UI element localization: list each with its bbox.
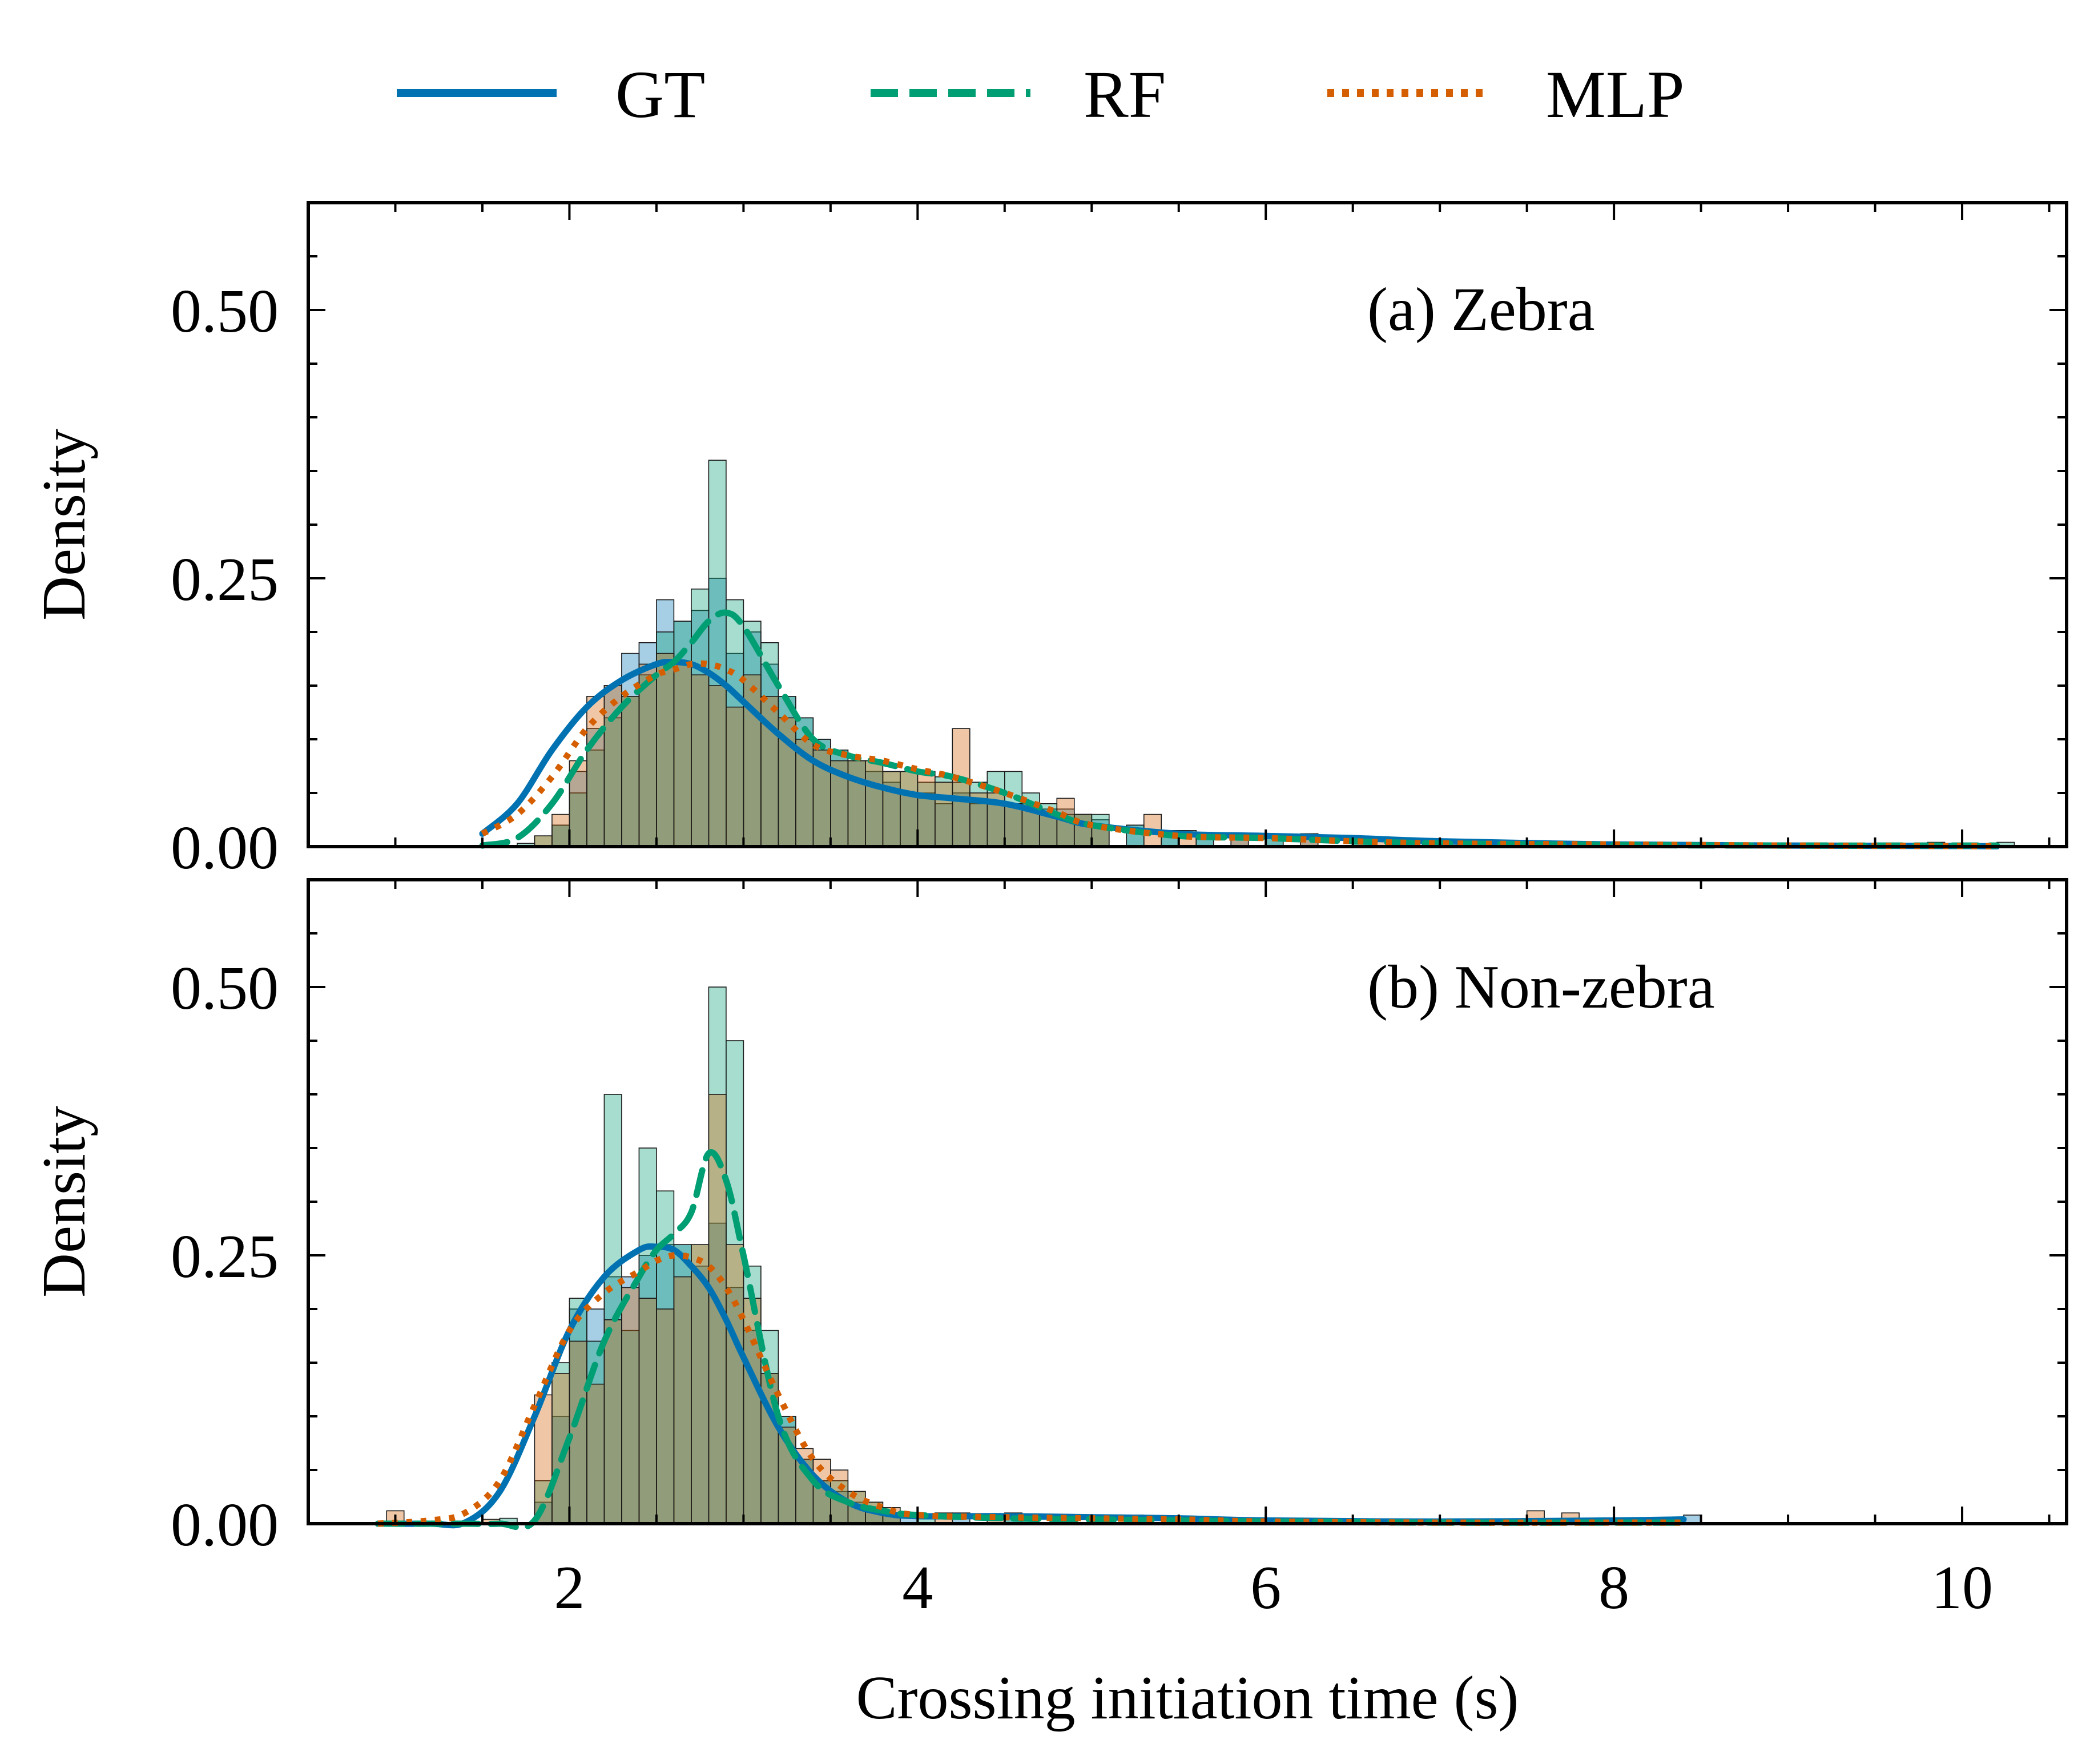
hist-bar-mlp-non-zebra-4	[569, 1340, 587, 1524]
hist-bar-rf-zebra-20	[865, 760, 884, 847]
y-tick-label-zebra: 0.25	[171, 546, 279, 614]
hist-bar-mlp-non-zebra-10	[673, 1276, 692, 1524]
histogram-bars-non-zebra	[386, 986, 1702, 1524]
hist-bar-mlp-non-zebra-9	[656, 1308, 675, 1524]
hist-bar-rf-zebra-2	[551, 824, 570, 847]
axis-ticks-zebra	[308, 202, 2067, 848]
hist-bar-mlp-zebra-11	[726, 706, 744, 847]
hist-bar-mlp-non-zebra-5	[586, 1383, 605, 1524]
legend: GT RF MLP	[397, 57, 1685, 132]
y-tick-label-zebra: 0.00	[171, 814, 279, 882]
hist-bar-mlp-zebra-24	[952, 728, 971, 847]
hist-bar-rf-zebra-5	[603, 717, 622, 847]
hist-bar-gt-zebra-8	[691, 610, 710, 847]
hist-bar-rf-zebra-21	[882, 771, 901, 847]
hist-bar-mlp-zebra-8	[673, 663, 692, 847]
hist-bar-mlp-non-zebra-11	[691, 1244, 710, 1524]
hist-bar-mlp-zebra-23	[935, 782, 953, 847]
hist-bar-rf-non-zebra-11	[708, 986, 727, 1524]
hist-bar-mlp-zebra-18	[847, 760, 866, 847]
hist-bar-rf-non-zebra-10	[691, 1244, 710, 1524]
panel-zebra: (a) Zebra Density 0.00 0.25 0.50	[30, 201, 2068, 882]
y-tick-label-non-zebra: 0.25	[171, 1223, 279, 1291]
axes-frame-zebra	[307, 201, 2068, 848]
hist-bar-rf-zebra-12	[726, 599, 744, 847]
x-tick-label: 4	[902, 1554, 933, 1622]
hist-bar-mlp-zebra-1	[551, 813, 570, 847]
x-tick-label: 6	[1250, 1554, 1281, 1622]
hist-bar-mlp-non-zebra-7	[621, 1287, 640, 1524]
kde-curves-zebra	[479, 609, 2000, 849]
y-tick-label-non-zebra: 0.00	[171, 1491, 279, 1559]
hist-bar-rf-zebra-11	[708, 460, 727, 847]
x-axis-label: Crossing initiation time (s)	[856, 1664, 1519, 1732]
hist-bar-gt-zebra-16	[830, 750, 849, 847]
x-tick-labels: 2 4 6 8 10	[554, 1554, 1993, 1622]
hist-bar-mlp-non-zebra-6	[603, 1319, 622, 1524]
hist-bar-rf-zebra-7	[638, 674, 657, 847]
hist-bar-gt-non-zebra-8	[673, 1244, 692, 1524]
hist-bar-mlp-zebra-6	[638, 663, 657, 847]
hist-bar-mlp-zebra-20	[882, 771, 901, 847]
x-tick-label: 2	[554, 1554, 585, 1622]
legend-mlp-label: MLP	[1546, 57, 1685, 132]
y-tick-labels-zebra: 0.00 0.25 0.50	[171, 277, 279, 882]
y-axis-label-zebra: Density	[30, 429, 98, 621]
hist-bar-gt-zebra-21	[917, 792, 936, 847]
x-tick-label: 8	[1598, 1554, 1629, 1622]
hist-bar-gt-zebra-22	[935, 803, 953, 847]
y-tick-label-zebra: 0.50	[171, 277, 279, 345]
y-axis-label-non-zebra: Density	[30, 1106, 98, 1298]
hist-bar-mlp-zebra-21	[900, 771, 919, 847]
hist-bar-mlp-non-zebra-8	[638, 1298, 657, 1524]
histogram-bars-zebra	[517, 460, 2015, 847]
hist-bar-rf-zebra-4	[586, 750, 605, 847]
hist-bar-mlp-zebra-27	[1004, 803, 1023, 847]
legend-gt-label: GT	[615, 57, 705, 132]
hist-bar-mlp-zebra-10	[708, 685, 727, 847]
x-tick-label: 10	[1931, 1554, 1993, 1622]
hist-bar-mlp-zebra-7	[656, 653, 675, 847]
panel-label-zebra: (a) Zebra	[1367, 276, 1595, 344]
hist-bar-mlp-zebra-5	[621, 696, 640, 847]
hist-bar-gt-non-zebra-6	[638, 1255, 657, 1524]
hist-bar-rf-zebra-17	[812, 739, 831, 847]
panel-label-non-zebra: (b) Non-zebra	[1367, 953, 1715, 1021]
kde-line-mlp-zebra	[481, 660, 1998, 849]
hist-bar-rf-non-zebra-6	[621, 1330, 640, 1524]
legend-rf-label: RF	[1084, 57, 1166, 132]
hist-bar-mlp-zebra-9	[691, 674, 710, 847]
hist-bar-mlp-zebra-19	[865, 760, 884, 847]
hist-bar-mlp-zebra-29	[1038, 813, 1058, 847]
hist-bar-mlp-non-zebra-13	[726, 1244, 744, 1524]
hist-bar-gt-zebra-6	[656, 599, 675, 847]
hist-bar-rf-zebra-24	[935, 776, 953, 847]
hist-bar-mlp-zebra-3	[586, 696, 605, 847]
panel-non-zebra: (b) Non-zebra Density 0.00 0.25 0.50 2 4 6 8 1…	[30, 878, 2068, 1622]
y-tick-labels-non-zebra: 0.00 0.25 0.50	[171, 955, 279, 1559]
hist-bar-gt-zebra-13	[778, 696, 796, 847]
kde-line-rf-non-zebra	[374, 1149, 1687, 1531]
axes-frame-non-zebra	[307, 878, 2068, 1525]
y-tick-label-non-zebra: 0.50	[171, 955, 279, 1022]
hist-bar-mlp-zebra-22	[917, 771, 936, 847]
